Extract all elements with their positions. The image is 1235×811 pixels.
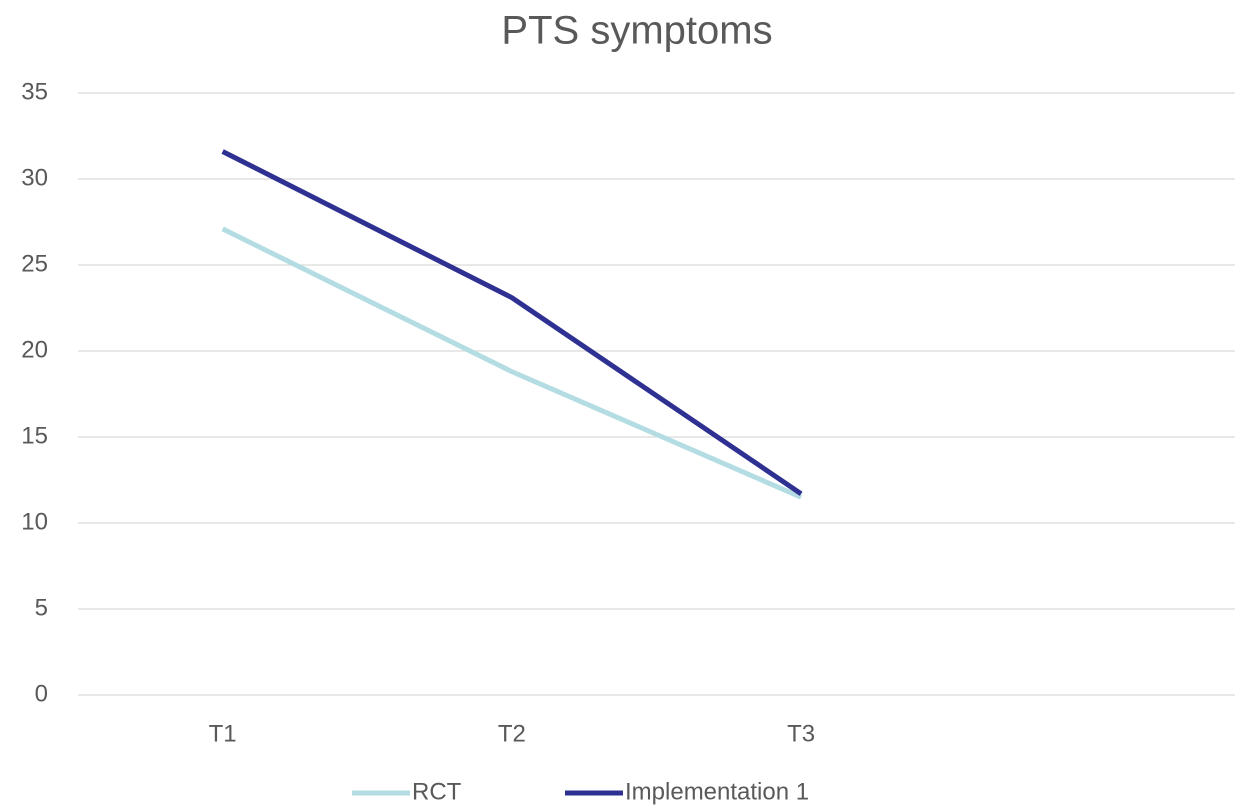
series-line [221, 226, 803, 500]
y-tick-label: 20 [21, 336, 48, 363]
y-tick-label: 5 [35, 594, 48, 621]
y-tick-label: 35 [21, 78, 48, 105]
legend-label: RCT [412, 778, 462, 805]
y-tick-label: 25 [21, 250, 48, 277]
series-line [221, 149, 803, 496]
y-tick-label: 30 [21, 164, 48, 191]
legend-label: Implementation 1 [625, 778, 809, 805]
x-tick-label: T1 [209, 720, 237, 747]
x-tick-label: T2 [498, 720, 526, 747]
x-tick-label: T3 [787, 720, 815, 747]
y-tick-label: 0 [35, 680, 48, 707]
y-tick-label: 10 [21, 508, 48, 535]
y-tick-label: 15 [21, 422, 48, 449]
chart-title: PTS symptoms [501, 9, 772, 53]
